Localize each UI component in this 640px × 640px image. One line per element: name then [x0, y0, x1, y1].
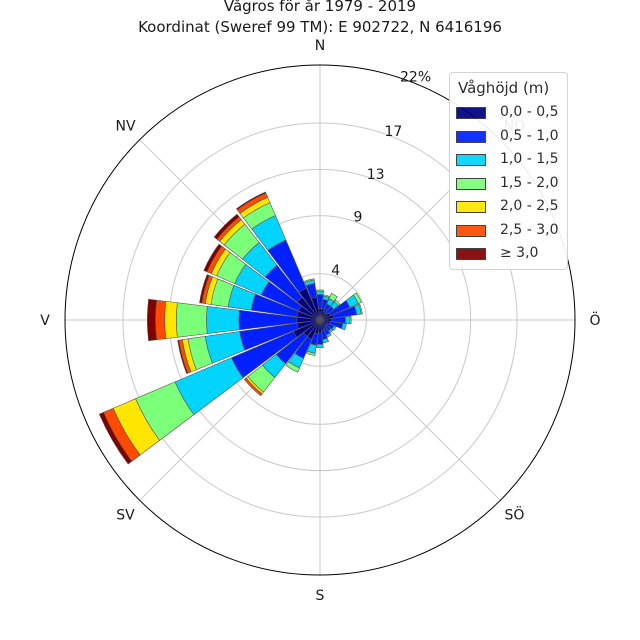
rose-bar-segment	[316, 343, 324, 349]
radial-tick-label: 9	[353, 210, 362, 226]
rose-bar-segment	[243, 377, 263, 397]
rose-bar-segment	[206, 306, 240, 334]
rose-bar-segment	[316, 289, 324, 292]
rose-bar-segment	[213, 213, 240, 240]
direction-label: N	[315, 38, 325, 54]
legend-swatch	[456, 154, 486, 166]
direction-label: S	[316, 588, 325, 604]
rose-bar-segment	[146, 298, 157, 342]
rose-bar-segment	[331, 325, 337, 331]
legend-label: 1,0 - 1,5	[500, 151, 559, 167]
rose-bar-segment	[304, 278, 315, 283]
legend-title: Våghöjd (m)	[458, 79, 550, 97]
rose-bar-segment	[236, 191, 267, 211]
chart-subtitle: Koordinat (Sweref 99 TM): E 902722, N 64…	[138, 18, 502, 36]
rose-bar-segment	[349, 315, 352, 325]
legend-label: 0,0 - 0,5	[500, 104, 559, 120]
rose-bar-segment	[177, 339, 189, 374]
rose-bar-segment	[98, 411, 133, 465]
legend-swatch	[456, 107, 486, 119]
rose-bar-segment	[306, 350, 316, 356]
rose-bar-segment	[352, 292, 362, 305]
legend: Våghöjd (m) 0,0 - 0,5 0,5 - 1,0 1,0 - 1,5 1…	[449, 72, 568, 270]
rose-bar-segment	[285, 361, 300, 373]
legend-label: 0,5 - 1,0	[500, 127, 559, 144]
radial-tick-label: 17	[384, 124, 402, 140]
legend-label: 2,5 - 3,0	[500, 221, 559, 238]
legend-label: 2,0 - 2,5	[500, 198, 559, 214]
direction-label: Ö	[589, 311, 600, 329]
legend-swatch	[456, 177, 486, 190]
rose-bar-segment	[316, 290, 324, 296]
rose-bar-segment	[341, 322, 347, 331]
legend-swatch	[456, 201, 486, 213]
legend-label: ≥ 3,0	[500, 245, 539, 261]
rose-bar-segment	[325, 332, 332, 338]
rose-bar-segment	[358, 303, 363, 315]
legend-swatch	[456, 224, 486, 237]
rose-bar-segment	[199, 274, 210, 304]
rose-bar-segment	[344, 316, 351, 324]
wave-rose-bars	[98, 191, 363, 465]
direction-label: NV	[116, 119, 136, 135]
legend-swatch	[456, 248, 486, 260]
direction-label: SV	[116, 507, 135, 523]
legend-label: 1,5 - 2,0	[500, 174, 559, 191]
rose-bar-segment	[328, 292, 338, 302]
grid-spoke	[319, 319, 501, 501]
outer-ring	[64, 64, 576, 576]
rose-bar-segment	[322, 337, 330, 344]
rose-bar-segment	[323, 294, 330, 298]
direction-label: V	[40, 313, 50, 329]
rose-bar-segment	[203, 243, 223, 273]
rose-bar-segment	[175, 302, 208, 338]
radial-max-label: 22%	[400, 69, 431, 85]
radial-tick-label: 13	[367, 167, 385, 183]
rose-bar-segment	[155, 299, 167, 341]
rose-bar-segment	[164, 301, 178, 339]
chart-title: Vågros för år 1979 - 2019	[223, 0, 417, 15]
direction-label: SÖ	[505, 505, 525, 523]
rose-bar-segment	[333, 299, 341, 307]
legend-swatch	[456, 130, 486, 143]
radial-tick-label: 4	[331, 263, 340, 279]
